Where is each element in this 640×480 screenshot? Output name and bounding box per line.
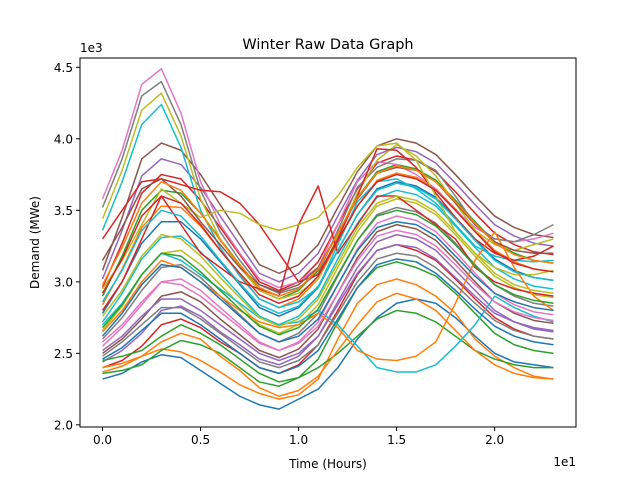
series-layer [101,67,554,410]
series-line-34 [101,182,554,315]
series-line-36 [101,173,554,305]
x-axis: 0.0 0.5 1.0 1.5 2.0 [93,427,504,447]
series-line-14 [101,155,554,292]
series-line-20 [101,103,554,309]
x-tick-label: 1.0 [289,433,308,447]
series-line-12 [101,172,554,309]
series-line-35 [101,209,554,336]
series-line-26 [101,252,554,373]
series-line-33 [101,195,554,327]
y-axis-label: Demand (MWe) [28,196,42,289]
y-tick-label: 3.0 [54,275,73,289]
y-tick-label: 3.5 [54,204,73,218]
series-line-25 [102,292,554,397]
series-line-1 [102,298,554,410]
series-line-38 [101,165,554,297]
series-line-37 [102,258,554,375]
x-tick-label: 2.0 [485,433,504,447]
x-tick-label: 0.0 [93,433,112,447]
y-tick-label: 4.0 [54,132,73,146]
x-axis-label: Time (Hours) [288,457,367,471]
series-line-16 [101,138,554,274]
y-axis-offset-label: 1e3 [80,41,103,55]
y-tick-label: 2.0 [54,418,73,432]
series-line-4 [102,243,554,375]
plot-area-frame [79,57,577,428]
series-line-17 [101,67,554,289]
series-line-2 [102,278,554,400]
series-line-9 [101,198,554,335]
x-tick-label: 0.5 [191,433,210,447]
y-tick-label: 4.5 [54,61,73,75]
series-line-32 [102,252,554,369]
y-tick-label: 2.5 [54,347,73,361]
series-line-10 [101,189,554,326]
series-line-24 [102,309,554,383]
series-line-3 [102,261,554,387]
x-tick-label: 1.5 [387,433,406,447]
series-line-29 [101,221,554,343]
chart-title: Winter Raw Data Graph [242,37,413,53]
series-line-15 [101,146,554,283]
x-axis-offset-label: 1e1 [553,455,576,469]
series-line-30 [102,243,554,362]
series-line-31 [102,229,554,352]
y-axis: 2.0 2.5 3.0 3.5 4.0 4.5 [54,61,80,432]
series-line-8 [101,206,554,343]
